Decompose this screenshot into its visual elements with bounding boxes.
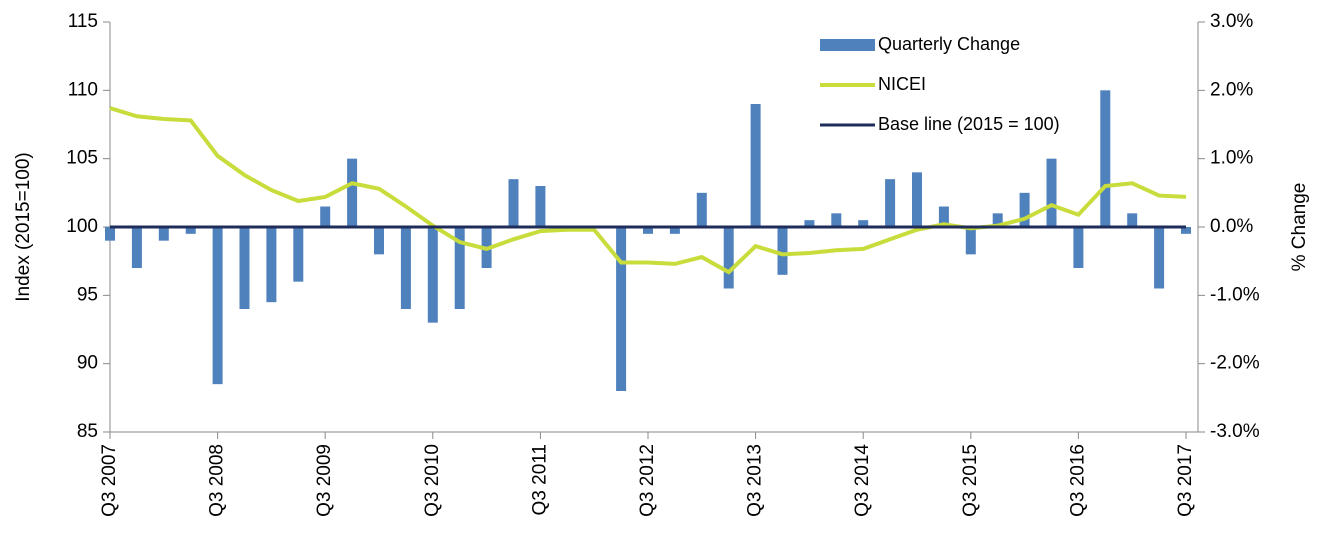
bar <box>1127 213 1138 227</box>
y2-tick-label: -1.0% <box>1210 284 1260 305</box>
legend-label: Quarterly Change <box>878 34 1020 54</box>
bar <box>212 227 223 385</box>
bar <box>1181 227 1191 234</box>
y-tick-label: 105 <box>66 148 98 169</box>
bar <box>804 220 815 227</box>
bar <box>1100 90 1111 227</box>
x-tick-label: Q3 2010 <box>422 444 443 517</box>
legend-label: NICEI <box>878 74 926 94</box>
legend-swatch <box>820 39 875 51</box>
bar <box>669 227 680 234</box>
bar <box>938 206 949 227</box>
bar <box>266 227 277 303</box>
bar <box>777 227 788 275</box>
y-tick-label: 90 <box>77 353 98 374</box>
bar <box>1046 158 1057 227</box>
line <box>109 106 1187 275</box>
bar <box>965 227 976 255</box>
y2-tick-label: -3.0% <box>1210 421 1260 442</box>
x-tick-label: Q3 2007 <box>99 444 120 517</box>
y-tick-label: 115 <box>68 11 98 32</box>
bar <box>750 104 761 227</box>
y-tick-label: 110 <box>68 79 98 100</box>
bar <box>885 179 896 227</box>
y2-tick-label: 0.0% <box>1210 216 1253 237</box>
y-tick-label: 85 <box>77 421 98 442</box>
bar <box>293 227 304 282</box>
bar <box>992 213 1003 227</box>
x-tick-label: Q3 2009 <box>314 444 335 517</box>
y2-tick-label: 2.0% <box>1210 79 1253 100</box>
bar <box>1073 227 1084 268</box>
bar <box>185 227 196 234</box>
y2-axis-title: % Change <box>1289 183 1310 272</box>
bar <box>374 227 384 255</box>
bar <box>508 179 519 227</box>
bar <box>696 192 707 227</box>
x-tick-label: Q3 2013 <box>745 444 766 517</box>
bar <box>347 158 358 227</box>
bar <box>1154 227 1165 289</box>
bar <box>723 227 734 289</box>
x-tick-label: Q3 2008 <box>207 444 228 517</box>
bar <box>427 227 438 323</box>
y-tick-label: 95 <box>77 284 98 305</box>
y2-tick-label: -2.0% <box>1210 353 1260 374</box>
x-tick-label: Q3 2016 <box>1067 444 1088 517</box>
bar <box>1019 192 1030 227</box>
x-tick-label: Q3 2014 <box>852 444 873 517</box>
x-tick-label: Q3 2012 <box>637 444 658 517</box>
bar <box>831 213 842 227</box>
y2-tick-label: 1.0% <box>1210 148 1253 169</box>
bar <box>320 206 331 227</box>
x-tick-label: Q3 2011 <box>529 444 550 515</box>
bar <box>105 227 115 241</box>
bar <box>131 227 142 268</box>
bar <box>454 227 465 309</box>
x-tick-label: Q3 2015 <box>960 444 981 517</box>
y-tick-label: 100 <box>66 216 98 237</box>
bar <box>535 186 546 227</box>
bar <box>616 227 627 391</box>
x-tick-label: Q3 2017 <box>1175 444 1196 517</box>
bar <box>643 227 653 234</box>
bar <box>158 227 169 241</box>
legend-label: Base line (2015 = 100) <box>878 114 1060 134</box>
y-axis-title: Index (2015=100) <box>13 152 34 301</box>
bar <box>858 220 869 227</box>
bar <box>400 227 411 309</box>
y2-tick-label: 3.0% <box>1210 11 1253 32</box>
bar <box>239 227 250 309</box>
bar <box>912 172 922 227</box>
